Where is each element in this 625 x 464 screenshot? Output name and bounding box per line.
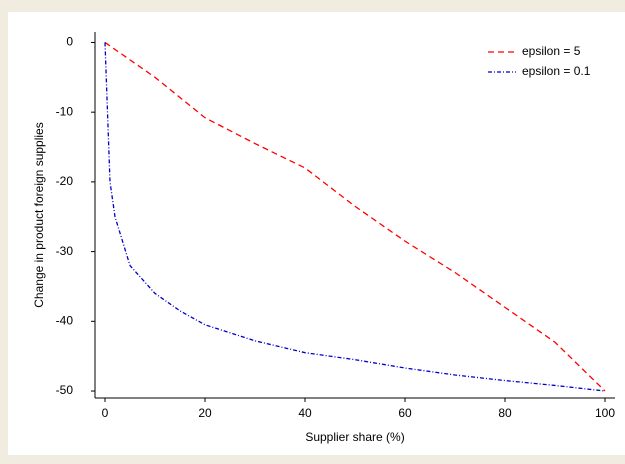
- x-tick-label: 40: [298, 406, 312, 420]
- x-axis-label: Supplier share (%): [305, 430, 404, 444]
- legend-label: epsilon = 5: [522, 44, 581, 58]
- x-tick-label: 80: [498, 406, 512, 420]
- chart-panel: [8, 12, 625, 455]
- x-tick-label: 0: [102, 406, 109, 420]
- y-tick-label: 0: [66, 35, 73, 49]
- y-tick-label: -40: [56, 313, 74, 327]
- y-axis-label: Change in product foreign supplies: [32, 122, 46, 307]
- legend-label: epsilon = 0.1: [522, 64, 591, 78]
- y-tick-label: -30: [56, 244, 74, 258]
- x-tick-label: 100: [595, 406, 615, 420]
- data-line: [104, 42, 606, 392]
- data-line: [104, 41, 606, 392]
- y-tick-label: -10: [56, 104, 74, 118]
- y-tick-label: -20: [56, 174, 74, 188]
- x-tick-label: 20: [198, 406, 212, 420]
- y-tick-label: -50: [56, 383, 74, 397]
- x-tick-label: 60: [398, 406, 412, 420]
